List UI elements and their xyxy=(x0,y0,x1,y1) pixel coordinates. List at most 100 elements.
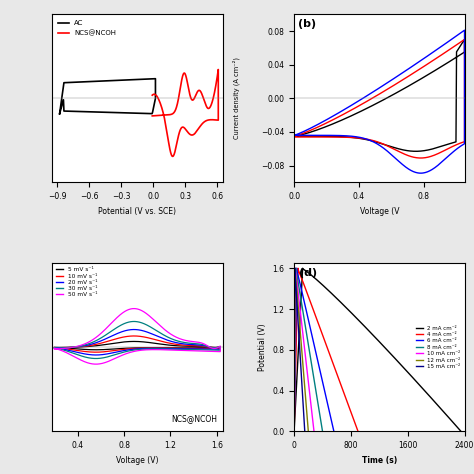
4 mA cm⁻² xyxy=(310,306,316,311)
30 mV s⁻¹ xyxy=(52,345,57,351)
Y-axis label: Potential (V): Potential (V) xyxy=(258,323,267,371)
10 mA cm⁻² xyxy=(307,394,313,400)
20 mV s⁻¹ xyxy=(131,346,137,352)
12 mA cm⁻² xyxy=(303,394,309,400)
Line: 50 mV s⁻¹: 50 mV s⁻¹ xyxy=(55,309,220,364)
50 mV s⁻¹ xyxy=(52,346,57,351)
30 mV s⁻¹ xyxy=(52,346,57,351)
Line: 15 mA cm⁻²: 15 mA cm⁻² xyxy=(294,268,305,431)
12 mA cm⁻² xyxy=(293,277,299,283)
2 mA cm⁻² xyxy=(421,387,427,392)
30 mV s⁻¹ xyxy=(72,344,78,350)
30 mV s⁻¹ xyxy=(131,347,137,353)
2 mA cm⁻² xyxy=(457,428,463,433)
10 mV s⁻¹ xyxy=(52,345,57,351)
Line: 8 mA cm⁻²: 8 mA cm⁻² xyxy=(294,268,322,431)
Line: 12 mA cm⁻²: 12 mA cm⁻² xyxy=(294,268,308,431)
6 mA cm⁻² xyxy=(331,428,337,434)
10 mV s⁻¹ xyxy=(97,349,103,355)
30 mV s⁻¹ xyxy=(97,356,103,361)
10 mA cm⁻² xyxy=(311,428,317,434)
15 mA cm⁻² xyxy=(300,394,306,400)
10 mV s⁻¹ xyxy=(72,344,78,350)
50 mV s⁻¹ xyxy=(131,306,137,311)
8 mA cm⁻² xyxy=(319,428,325,434)
12 mA cm⁻² xyxy=(302,390,308,396)
20 mV s⁻¹ xyxy=(72,344,78,350)
5 mV s⁻¹ xyxy=(172,345,177,350)
5 mV s⁻¹ xyxy=(52,345,57,350)
15 mA cm⁻² xyxy=(294,306,300,311)
10 mA cm⁻² xyxy=(311,428,317,433)
12 mA cm⁻² xyxy=(304,415,310,421)
5 mV s⁻¹ xyxy=(131,345,137,351)
4 mA cm⁻² xyxy=(355,428,361,433)
15 mA cm⁻² xyxy=(292,265,298,271)
12 mA cm⁻² xyxy=(291,428,297,434)
X-axis label: Voltage (V: Voltage (V xyxy=(360,207,399,216)
X-axis label: Time (s): Time (s) xyxy=(362,456,397,465)
10 mA cm⁻² xyxy=(294,277,300,283)
8 mA cm⁻² xyxy=(318,415,323,421)
5 mV s⁻¹ xyxy=(52,345,57,350)
12 mA cm⁻² xyxy=(295,306,301,311)
10 mV s⁻¹ xyxy=(131,333,137,339)
Y-axis label: Current density (A cm⁻²): Current density (A cm⁻²) xyxy=(232,57,239,139)
8 mA cm⁻² xyxy=(300,306,305,311)
Legend: AC, NCS@NCOH: AC, NCS@NCOH xyxy=(55,18,119,39)
8 mA cm⁻² xyxy=(293,265,299,271)
10 mV s⁻¹ xyxy=(172,345,177,351)
2 mA cm⁻² xyxy=(425,391,430,397)
10 mA cm⁻² xyxy=(291,428,297,434)
8 mA cm⁻² xyxy=(314,394,320,400)
12 mA cm⁻² xyxy=(305,428,311,434)
6 mA cm⁻² xyxy=(303,306,309,311)
4 mA cm⁻² xyxy=(295,265,301,271)
50 mV s⁻¹ xyxy=(97,361,103,366)
50 mV s⁻¹ xyxy=(182,347,187,353)
Line: 2 mA cm⁻²: 2 mA cm⁻² xyxy=(294,268,461,431)
10 mA cm⁻² xyxy=(297,306,303,311)
20 mV s⁻¹ xyxy=(172,346,177,351)
8 mA cm⁻² xyxy=(291,428,297,434)
Line: 6 mA cm⁻²: 6 mA cm⁻² xyxy=(294,268,334,431)
15 mA cm⁻² xyxy=(302,428,308,434)
50 mV s⁻¹ xyxy=(172,347,177,353)
12 mA cm⁻² xyxy=(305,428,311,433)
50 mV s⁻¹ xyxy=(93,361,99,367)
Text: NCS@NCOH: NCS@NCOH xyxy=(172,414,218,423)
30 mV s⁻¹ xyxy=(182,346,187,352)
5 mV s⁻¹ xyxy=(182,345,187,351)
6 mA cm⁻² xyxy=(296,276,302,282)
20 mV s⁻¹ xyxy=(97,352,103,358)
30 mV s⁻¹ xyxy=(191,346,196,352)
2 mA cm⁻² xyxy=(446,414,451,420)
Line: 30 mV s⁻¹: 30 mV s⁻¹ xyxy=(55,321,220,358)
Line: 5 mV s⁻¹: 5 mV s⁻¹ xyxy=(55,341,220,350)
12 mA cm⁻² xyxy=(292,265,298,271)
8 mA cm⁻² xyxy=(313,390,319,396)
Line: 10 mV s⁻¹: 10 mV s⁻¹ xyxy=(55,336,220,352)
Legend: 2 mA cm⁻², 4 mA cm⁻², 6 mA cm⁻², 8 mA cm⁻², 10 mA cm⁻², 12 mA cm⁻², 15 mA cm⁻²: 2 mA cm⁻², 4 mA cm⁻², 6 mA cm⁻², 8 mA cm… xyxy=(415,325,462,370)
10 mV s⁻¹ xyxy=(93,349,99,355)
20 mV s⁻¹ xyxy=(52,345,57,351)
5 mV s⁻¹ xyxy=(97,347,103,353)
20 mV s⁻¹ xyxy=(182,346,187,352)
20 mV s⁻¹ xyxy=(52,345,57,351)
Line: 20 mV s⁻¹: 20 mV s⁻¹ xyxy=(55,329,220,355)
8 mA cm⁻² xyxy=(295,277,301,283)
30 mV s⁻¹ xyxy=(172,346,177,352)
Legend: 5 mV s⁻¹, 10 mV s⁻¹, 20 mV s⁻¹, 30 mV s⁻¹, 50 mV s⁻¹: 5 mV s⁻¹, 10 mV s⁻¹, 20 mV s⁻¹, 30 mV s⁻… xyxy=(55,266,99,299)
5 mV s⁻¹ xyxy=(93,347,99,353)
10 mV s⁻¹ xyxy=(131,346,137,351)
15 mA cm⁻² xyxy=(300,390,305,396)
15 mA cm⁻² xyxy=(291,428,297,434)
4 mA cm⁻² xyxy=(299,276,305,282)
10 mV s⁻¹ xyxy=(182,346,187,351)
20 mV s⁻¹ xyxy=(131,327,137,332)
5 mV s⁻¹ xyxy=(191,345,196,351)
10 mA cm⁻² xyxy=(310,415,315,421)
6 mA cm⁻² xyxy=(323,394,329,400)
4 mA cm⁻² xyxy=(291,428,297,434)
4 mA cm⁻² xyxy=(343,394,348,400)
